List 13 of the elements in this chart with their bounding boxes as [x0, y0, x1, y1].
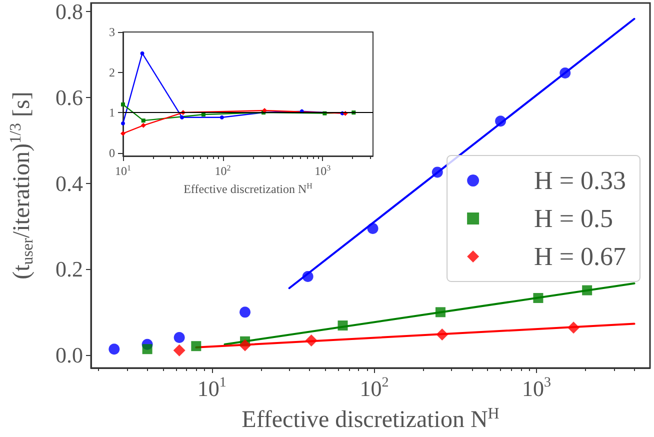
y-tick-label: 0.4	[56, 170, 83, 196]
y-tick-label: 2	[109, 65, 115, 80]
legend-label: H = 0.67	[534, 242, 626, 271]
legend-label: H = 0.33	[534, 166, 626, 195]
y-tick-label: 1	[109, 106, 115, 120]
y-tick-label: 0	[109, 146, 115, 160]
y-tick-label: 0.2	[56, 256, 83, 282]
y-tick-label: 0.6	[56, 84, 83, 110]
legend-label: H = 0.5	[534, 204, 614, 233]
y-tick-label: 0.0	[56, 342, 83, 368]
y-tick-label: 3	[109, 25, 115, 39]
y-tick-label: 0.8	[56, 0, 83, 24]
y-axis-title: (tuser/iteration)1/3 [s]	[8, 92, 36, 280]
